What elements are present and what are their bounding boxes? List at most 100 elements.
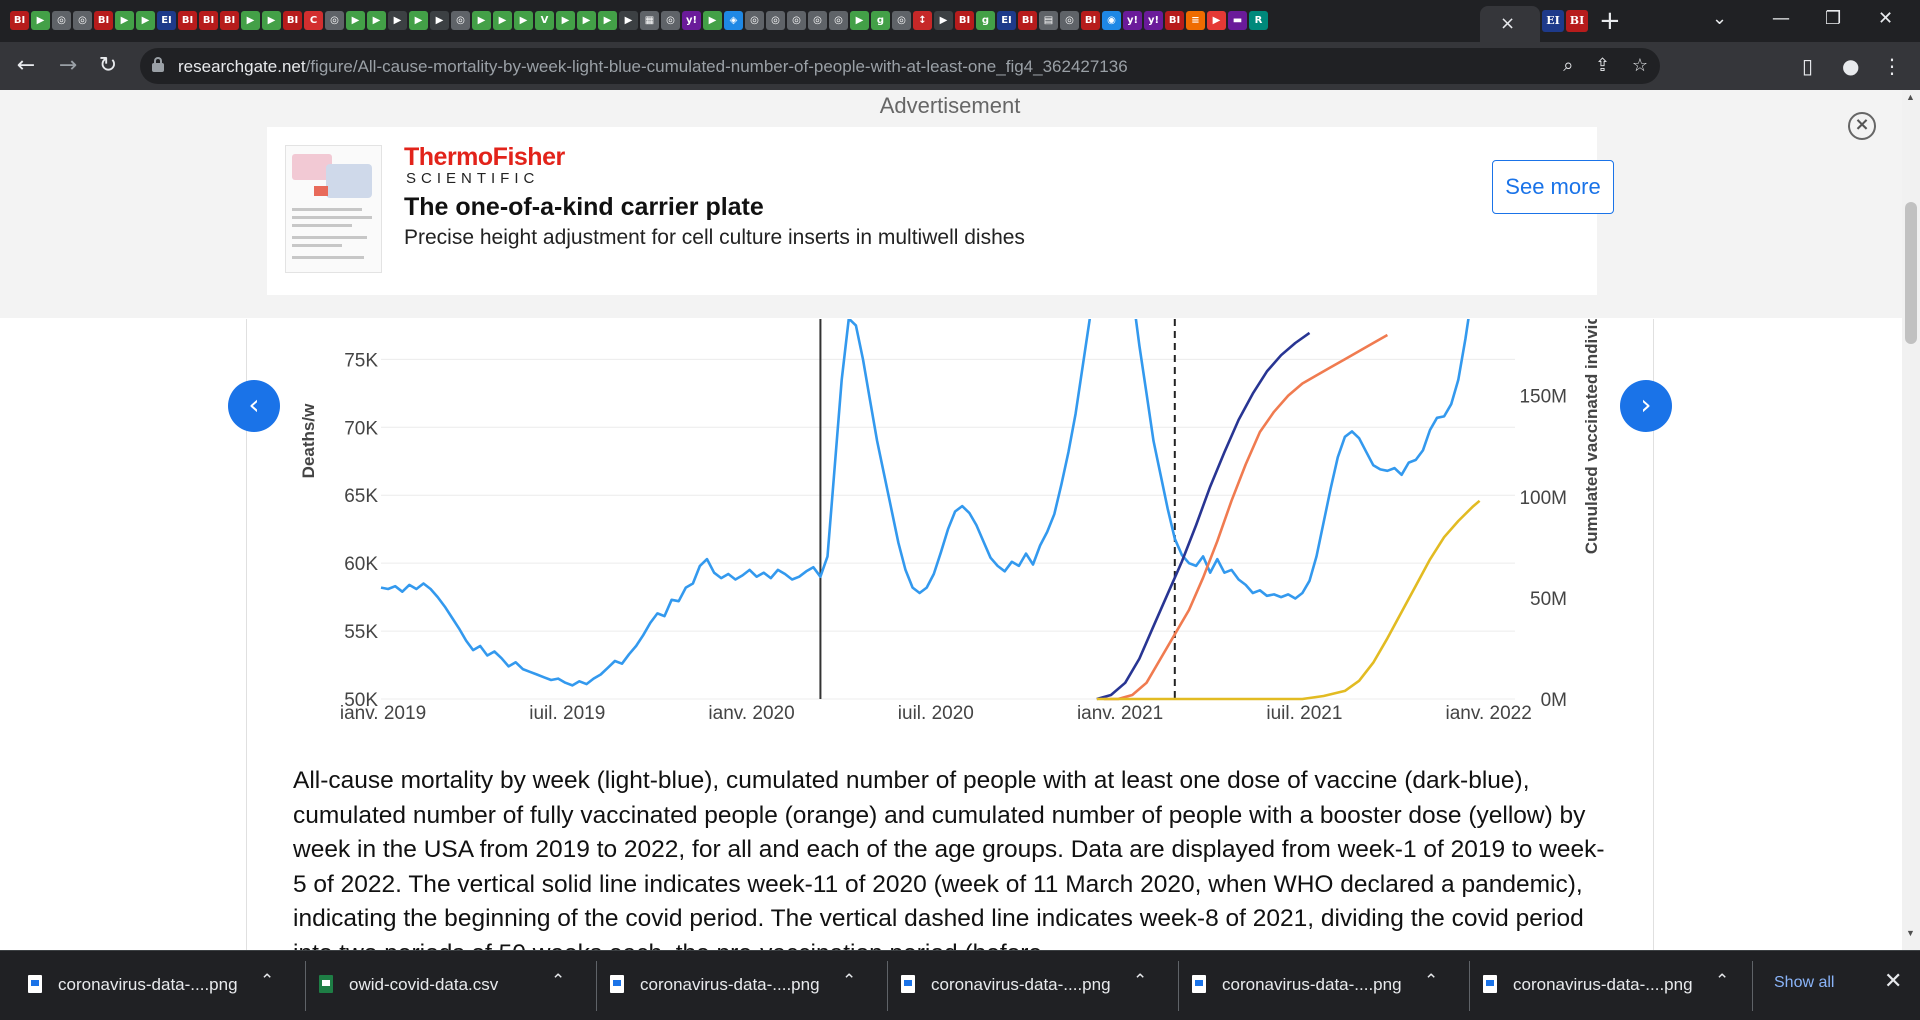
- tab-favicon[interactable]: ▶: [493, 11, 512, 30]
- scroll-down-icon[interactable]: ▼: [1906, 928, 1915, 938]
- tab-favicon[interactable]: ▶: [136, 11, 155, 30]
- download-filename[interactable]: owid-covid-data.csv: [349, 975, 499, 994]
- previous-figure-button[interactable]: ‹: [228, 380, 280, 432]
- tab-favicon[interactable]: ▶: [472, 11, 491, 30]
- tab-favicon[interactable]: ◉: [1102, 11, 1121, 30]
- see-more-button[interactable]: See more: [1492, 160, 1614, 214]
- tab-favicon[interactable]: ≡: [1186, 11, 1205, 30]
- close-window-button[interactable]: ✕: [1878, 8, 1894, 29]
- close-circle-icon[interactable]: ×: [1848, 112, 1876, 140]
- tab-favicon[interactable]: ◎: [451, 11, 470, 30]
- chevron-up-icon[interactable]: ⌃: [260, 971, 275, 991]
- tab-favicon[interactable]: ◎: [52, 11, 71, 30]
- chevron-up-icon[interactable]: ⌃: [842, 971, 857, 991]
- tab-favicon[interactable]: BI: [955, 11, 974, 30]
- tab-favicon[interactable]: BI: [10, 11, 29, 30]
- tab-favicon[interactable]: ▶: [241, 11, 260, 30]
- address-bar[interactable]: researchgate.net/figure/All-cause-mortal…: [140, 48, 1660, 84]
- tab-favicon[interactable]: BI: [1018, 11, 1037, 30]
- download-item[interactable]: coronavirus-data-....png ⌃: [901, 951, 1171, 1020]
- menu-icon[interactable]: ⋮: [1882, 54, 1902, 78]
- reload-button[interactable]: ↻: [98, 53, 118, 78]
- tab-favicon[interactable]: ▶: [703, 11, 722, 30]
- show-all-button[interactable]: Show all: [1774, 974, 1835, 991]
- download-item[interactable]: coronavirus-data-....png ⌃: [610, 951, 880, 1020]
- tab-favicon[interactable]: ▤: [1039, 11, 1058, 30]
- download-filename[interactable]: coronavirus-data-....png: [640, 975, 820, 994]
- tab-favicon[interactable]: ◎: [1060, 11, 1079, 30]
- tab-favicon[interactable]: BI: [1081, 11, 1100, 30]
- page-scrollbar[interactable]: ▲ ▼: [1902, 90, 1920, 950]
- lock-icon[interactable]: [152, 57, 164, 73]
- tab-favicon[interactable]: ◎: [745, 11, 764, 30]
- maximize-button[interactable]: ❐: [1825, 8, 1842, 29]
- tab-favicon[interactable]: ▶: [577, 11, 596, 30]
- forward-button[interactable]: →: [58, 53, 78, 78]
- tab-search-icon[interactable]: ⌄: [1712, 8, 1728, 29]
- download-filename[interactable]: coronavirus-data-....png: [1513, 975, 1693, 994]
- download-filename[interactable]: coronavirus-data-....png: [931, 975, 1111, 994]
- url-text[interactable]: researchgate.net/figure/All-cause-mortal…: [178, 57, 1128, 76]
- share-icon[interactable]: ⇪: [1595, 55, 1611, 76]
- tab-favicon[interactable]: ▶: [115, 11, 134, 30]
- download-item[interactable]: owid-covid-data.csv ⌃: [319, 951, 589, 1020]
- back-button[interactable]: ←: [16, 53, 36, 78]
- scroll-up-icon[interactable]: ▲: [1906, 92, 1915, 102]
- tab-favicon[interactable]: V: [535, 11, 554, 30]
- tab-favicon[interactable]: ▶: [388, 11, 407, 30]
- tab-favicon[interactable]: ▶: [409, 11, 428, 30]
- tab-favicon[interactable]: ▦: [640, 11, 659, 30]
- download-item[interactable]: coronavirus-data-....png ⌃: [1192, 951, 1462, 1020]
- tab-favicon[interactable]: ▶: [556, 11, 575, 30]
- tab-favicon[interactable]: ▶: [934, 11, 953, 30]
- tab-favicon-bi[interactable]: BI: [1566, 10, 1588, 32]
- tab-favicon[interactable]: g: [871, 11, 890, 30]
- close-tab-icon[interactable]: ×: [1500, 13, 1516, 34]
- ad-card[interactable]: ThermoFisher SCIENTIFIC The one-of-a-kin…: [267, 127, 1614, 295]
- active-tab[interactable]: ×: [1480, 6, 1540, 42]
- tab-favicon[interactable]: ◎: [829, 11, 848, 30]
- chevron-up-icon[interactable]: ⌃: [1133, 971, 1148, 991]
- chevron-up-icon[interactable]: ⌃: [551, 971, 566, 991]
- next-figure-button[interactable]: ›: [1620, 380, 1672, 432]
- tab-favicon[interactable]: ◎: [661, 11, 680, 30]
- tab-favicon[interactable]: ◎: [808, 11, 827, 30]
- chevron-up-icon[interactable]: ⌃: [1424, 971, 1439, 991]
- tab-favicon[interactable]: ▶: [367, 11, 386, 30]
- tab-favicon[interactable]: R: [1249, 11, 1268, 30]
- tab-favicon[interactable]: ▶: [346, 11, 365, 30]
- zoom-icon[interactable]: ⌕: [1563, 55, 1574, 76]
- tab-favicon[interactable]: EI: [157, 11, 176, 30]
- tab-favicon[interactable]: y!: [1144, 11, 1163, 30]
- tab-favicon[interactable]: ▶: [619, 11, 638, 30]
- chevron-up-icon[interactable]: ⌃: [1715, 971, 1730, 991]
- tab-favicon[interactable]: ▶: [1207, 11, 1226, 30]
- tab-favicon[interactable]: ▶: [262, 11, 281, 30]
- star-icon[interactable]: ☆: [1631, 55, 1648, 76]
- tab-favicon[interactable]: ◎: [325, 11, 344, 30]
- sidebar-icon[interactable]: ▯: [1802, 54, 1814, 78]
- download-filename[interactable]: coronavirus-data-....png: [58, 975, 238, 994]
- tab-favicon[interactable]: ▶: [430, 11, 449, 30]
- download-item[interactable]: coronavirus-data-....png ⌃: [1483, 951, 1753, 1020]
- tab-favicon[interactable]: ◎: [73, 11, 92, 30]
- tab-favicon[interactable]: ◎: [787, 11, 806, 30]
- tab-favicon[interactable]: ◎: [766, 11, 785, 30]
- tab-favicon[interactable]: ◎: [892, 11, 911, 30]
- tab-favicon[interactable]: BI: [178, 11, 197, 30]
- tab-favicon[interactable]: BI: [199, 11, 218, 30]
- ad-thumbnail[interactable]: [285, 145, 382, 273]
- tab-favicon[interactable]: g: [976, 11, 995, 30]
- ad-headline[interactable]: The one-of-a-kind carrier plate: [404, 193, 764, 221]
- tab-favicon[interactable]: ▶: [514, 11, 533, 30]
- tab-favicon[interactable]: ▶: [31, 11, 50, 30]
- close-shelf-icon[interactable]: ✕: [1884, 969, 1903, 994]
- profile-icon[interactable]: ●: [1842, 54, 1860, 78]
- tab-favicon[interactable]: BI: [220, 11, 239, 30]
- tab-favicon[interactable]: BI: [283, 11, 302, 30]
- tab-favicon[interactable]: BI: [1165, 11, 1184, 30]
- tab-favicon[interactable]: EI: [997, 11, 1016, 30]
- tab-favicon[interactable]: ▶: [850, 11, 869, 30]
- tab-favicon[interactable]: ▬: [1228, 11, 1247, 30]
- tab-favicon-et[interactable]: EI: [1542, 10, 1564, 32]
